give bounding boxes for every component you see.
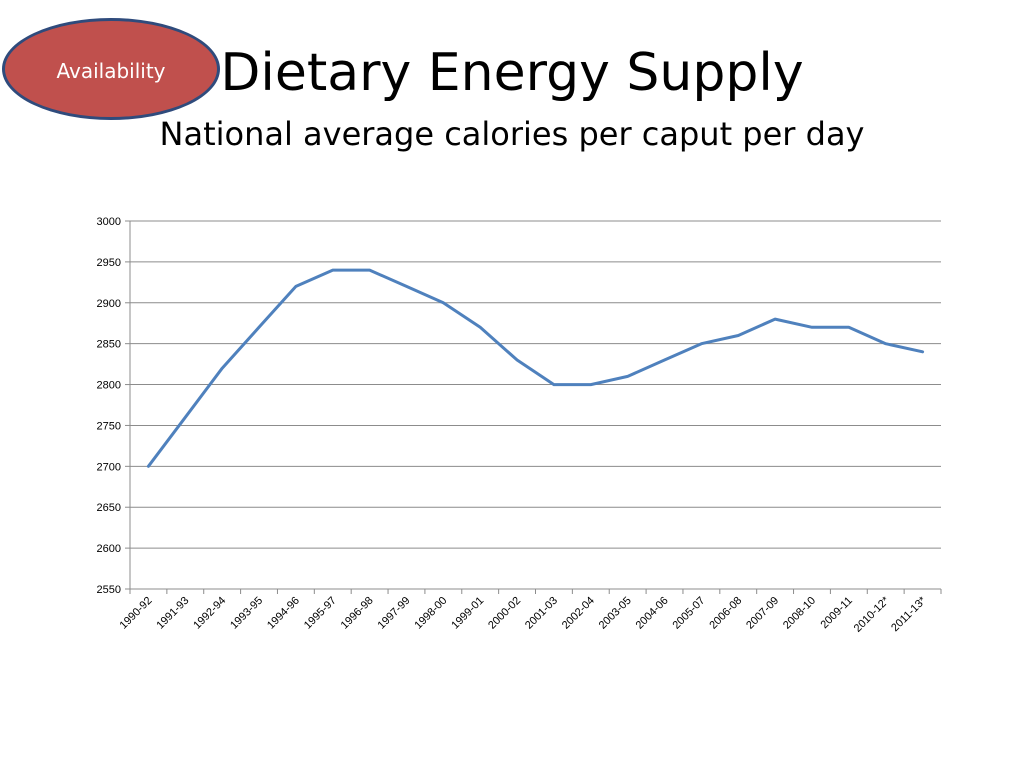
page-title: Dietary Energy Supply bbox=[220, 43, 804, 103]
x-tick-label: 2005-07 bbox=[670, 595, 707, 632]
x-tick-label: 1999-01 bbox=[449, 595, 486, 632]
x-tick-label: 2008-10 bbox=[781, 595, 818, 632]
y-tick-label: 2700 bbox=[97, 461, 121, 473]
x-tick-label: 2001-03 bbox=[523, 595, 560, 632]
y-tick-label: 2800 bbox=[97, 380, 121, 392]
y-tick-label: 2900 bbox=[97, 298, 121, 310]
x-tick-label: 2010-12* bbox=[852, 594, 893, 635]
x-tick-label: 1997-99 bbox=[376, 595, 413, 632]
x-tick-label: 1996-98 bbox=[339, 595, 376, 632]
x-tick-label: 2002-04 bbox=[560, 595, 597, 632]
page-subtitle: National average calories per caput per … bbox=[159, 115, 865, 153]
y-tick-label: 2550 bbox=[97, 584, 121, 596]
y-tick-label: 2650 bbox=[97, 502, 121, 514]
availability-badge: Availability bbox=[2, 18, 220, 120]
y-tick-label: 3000 bbox=[97, 216, 121, 228]
x-tick-label: 1995-97 bbox=[302, 595, 339, 632]
y-tick-label: 2950 bbox=[97, 257, 121, 269]
x-tick-label: 2004-06 bbox=[634, 595, 671, 632]
series-layer bbox=[146, 268, 925, 468]
axes bbox=[129, 221, 941, 590]
x-tick-label: 2006-08 bbox=[707, 595, 744, 632]
y-tick-label: 2750 bbox=[97, 420, 121, 432]
x-tick-label: 1998-00 bbox=[412, 595, 449, 632]
x-tick-label: 1993-95 bbox=[228, 595, 265, 632]
x-tick-label: 2003-05 bbox=[597, 595, 634, 632]
x-tick-label: 1991-93 bbox=[154, 595, 191, 632]
badge-label: Availability bbox=[56, 59, 166, 83]
x-tick-label: 2011-13* bbox=[889, 594, 929, 634]
x-tick-label: 1994-96 bbox=[265, 595, 302, 632]
x-tick-label: 1990-92 bbox=[118, 595, 155, 632]
y-tick-label: 2850 bbox=[97, 339, 121, 351]
x-tick-label: 1992-94 bbox=[191, 595, 228, 632]
x-tick-label: 2000-02 bbox=[486, 595, 523, 632]
y-tick-label: 2600 bbox=[97, 543, 121, 555]
series-line bbox=[146, 268, 925, 468]
y-axis-ticks: 2550 2600 2650 2700 2750 2800 2850 2900 2950 3000 bbox=[97, 216, 130, 596]
gridlines bbox=[130, 220, 941, 549]
x-axis-ticks: 1990-92 1991-93 1992-94 1993-95 1994-96 1995-… bbox=[118, 589, 942, 635]
x-tick-label: 2007-09 bbox=[744, 595, 781, 632]
x-tick-label: 2009-11 bbox=[819, 595, 855, 631]
